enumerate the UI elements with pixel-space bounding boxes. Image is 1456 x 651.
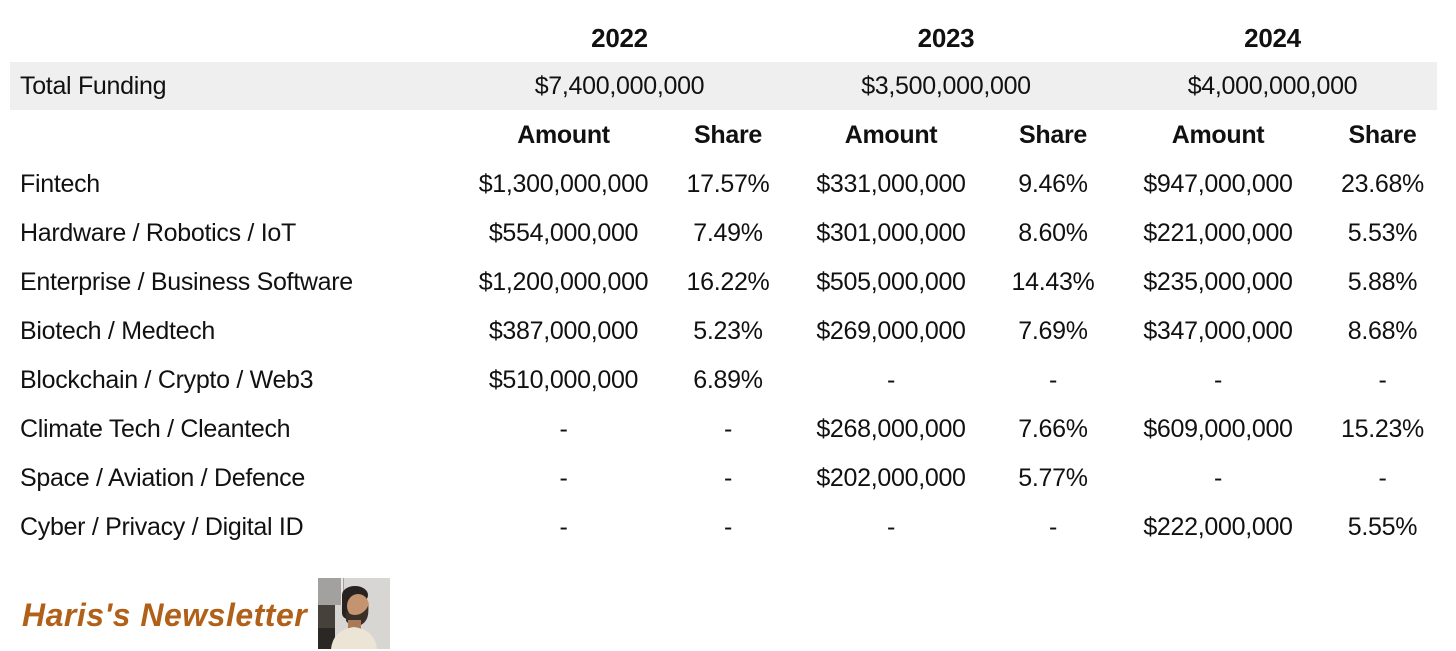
amount-cell: - bbox=[1213, 464, 1223, 492]
table-row-biotech-medtech: Biotech / Medtech $387,000,000 5.23% $26… bbox=[10, 307, 1437, 356]
amount-cell: $347,000,000 bbox=[1143, 317, 1293, 345]
amount-cell: $235,000,000 bbox=[1143, 268, 1293, 296]
amount-header-2024: Amount bbox=[1171, 120, 1265, 149]
table-row-blockchain-crypto-web3: Blockchain / Crypto / Web3 $510,000,000 … bbox=[10, 356, 1437, 405]
share-cell: 7.49% bbox=[693, 219, 763, 247]
share-cell: - bbox=[1378, 464, 1387, 492]
share-cell: 17.57% bbox=[686, 170, 770, 198]
amount-cell: $301,000,000 bbox=[816, 219, 966, 247]
amount-cell: $221,000,000 bbox=[1143, 219, 1293, 247]
total-funding-2022: $7,400,000,000 bbox=[534, 71, 705, 100]
category-label: Blockchain / Crypto / Web3 bbox=[20, 366, 314, 394]
share-cell: - bbox=[1048, 366, 1058, 394]
share-cell: 6.89% bbox=[693, 366, 763, 394]
share-cell: 5.53% bbox=[1347, 219, 1418, 247]
amount-cell: - bbox=[886, 513, 896, 541]
share-cell: 5.88% bbox=[1347, 268, 1418, 296]
amount-cell: $609,000,000 bbox=[1143, 415, 1293, 443]
share-cell: 8.68% bbox=[1347, 317, 1418, 345]
share-cell: - bbox=[1048, 513, 1058, 541]
share-header-2023: Share bbox=[1019, 120, 1087, 149]
share-cell: 14.43% bbox=[1011, 268, 1095, 296]
share-cell: 16.22% bbox=[686, 268, 770, 296]
amount-cell: $269,000,000 bbox=[816, 317, 966, 345]
share-header-2022: Share bbox=[694, 120, 762, 149]
amount-cell: - bbox=[559, 513, 568, 541]
table-row-enterprise-business-software: Enterprise / Business Software $1,200,00… bbox=[10, 258, 1437, 307]
share-cell: - bbox=[723, 415, 733, 443]
share-cell: 9.46% bbox=[1018, 170, 1088, 198]
amount-cell: $554,000,000 bbox=[488, 219, 639, 247]
total-funding-2024: $4,000,000,000 bbox=[1187, 71, 1358, 100]
amount-cell: $947,000,000 bbox=[1143, 170, 1293, 198]
table-row-fintech: Fintech $1,300,000,000 17.57% $331,000,0… bbox=[10, 160, 1437, 209]
amount-header-2022: Amount bbox=[517, 120, 610, 149]
year-header-2023: 2023 bbox=[917, 23, 975, 53]
table-row-hardware-robotics-iot: Hardware / Robotics / IoT $554,000,000 7… bbox=[10, 209, 1437, 258]
category-label: Biotech / Medtech bbox=[20, 317, 216, 345]
amount-cell: - bbox=[1213, 366, 1223, 394]
amount-header-2023: Amount bbox=[844, 120, 938, 149]
signature-text: Haris's Newsletter bbox=[22, 597, 308, 633]
category-label: Enterprise / Business Software bbox=[20, 268, 353, 296]
share-cell: - bbox=[723, 464, 733, 492]
category-label: Space / Aviation / Defence bbox=[20, 464, 305, 492]
amount-cell: - bbox=[886, 366, 896, 394]
amount-cell: - bbox=[559, 464, 568, 492]
category-label: Fintech bbox=[20, 170, 100, 198]
share-cell: - bbox=[1378, 366, 1387, 394]
share-cell: - bbox=[723, 513, 733, 541]
table-row-space-aviation-defence: Space / Aviation / Defence - - $202,000,… bbox=[10, 454, 1437, 503]
share-cell: 7.69% bbox=[1018, 317, 1088, 345]
year-header-2024: 2024 bbox=[1244, 23, 1301, 53]
share-cell: 8.60% bbox=[1018, 219, 1088, 247]
share-cell: 5.77% bbox=[1018, 464, 1088, 492]
amount-cell: $510,000,000 bbox=[488, 366, 639, 394]
amount-cell: $268,000,000 bbox=[816, 415, 966, 443]
amount-cell: $505,000,000 bbox=[816, 268, 966, 296]
subheader-row: Amount Share Amount Share Amount Share bbox=[10, 110, 1437, 160]
share-cell: 5.23% bbox=[693, 317, 763, 345]
share-cell: 15.23% bbox=[1341, 415, 1424, 443]
category-label: Cyber / Privacy / Digital ID bbox=[20, 513, 304, 541]
total-funding-2023: $3,500,000,000 bbox=[861, 71, 1031, 100]
amount-cell: $222,000,000 bbox=[1143, 513, 1293, 541]
amount-cell: $202,000,000 bbox=[816, 464, 966, 492]
category-label: Hardware / Robotics / IoT bbox=[20, 219, 296, 247]
author-photo-icon bbox=[318, 578, 390, 649]
table-row-climate-tech-cleantech: Climate Tech / Cleantech - - $268,000,00… bbox=[10, 405, 1437, 454]
amount-cell: - bbox=[559, 415, 568, 443]
amount-cell: $1,200,000,000 bbox=[478, 268, 649, 296]
year-header-2022: 2022 bbox=[591, 23, 648, 53]
amount-cell: $387,000,000 bbox=[488, 317, 639, 345]
amount-cell: $1,300,000,000 bbox=[478, 170, 649, 198]
share-cell: 5.55% bbox=[1347, 513, 1418, 541]
table-row-cyber-privacy-digital-id: Cyber / Privacy / Digital ID - - - - $22… bbox=[10, 503, 1437, 552]
share-cell: 23.68% bbox=[1341, 170, 1424, 198]
total-funding-row: Total Funding $7,400,000,000 $3,500,000,… bbox=[10, 62, 1437, 110]
category-label: Climate Tech / Cleantech bbox=[20, 415, 291, 443]
funding-table: 2022 2023 2024 Total Funding $7,400,000,… bbox=[10, 15, 1437, 552]
year-header-row: 2022 2023 2024 bbox=[10, 15, 1437, 62]
share-cell: 7.66% bbox=[1018, 415, 1088, 443]
total-funding-label: Total Funding bbox=[20, 71, 167, 100]
amount-cell: $331,000,000 bbox=[816, 170, 966, 198]
share-header-2024: Share bbox=[1348, 120, 1417, 149]
